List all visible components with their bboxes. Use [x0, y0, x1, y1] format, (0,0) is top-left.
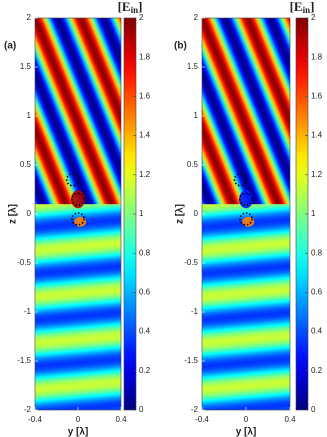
scatterer [65, 172, 80, 187]
x-tick-label: -0.4 [28, 415, 42, 424]
colorbar-label-part: in [131, 5, 139, 15]
colorbar-tick-label: 1 [311, 209, 316, 218]
x-tick-label: 0.4 [284, 415, 296, 424]
y-tick-label: 2 [194, 13, 199, 22]
y-tick-label: 2 [27, 13, 32, 22]
y-axis-label: z [λ] [8, 204, 19, 224]
x-tick-label: 0.4 [115, 415, 127, 424]
y-tick-label: -2 [24, 405, 32, 414]
field-map [202, 18, 290, 410]
panel-label: (a) [4, 41, 16, 52]
colorbar-tick-label: 1 [139, 209, 144, 218]
y-tick-label: 0.5 [187, 160, 199, 169]
y-tick-label: -1 [24, 307, 32, 316]
scatterer [239, 192, 253, 207]
y-tick-label: -0.5 [184, 258, 198, 267]
x-tick-label: 0 [76, 415, 81, 424]
colorbar-tick-label: 0.8 [139, 248, 151, 257]
colorbar-tick-label: 1.6 [311, 92, 323, 101]
y-tick-label: 1 [27, 111, 32, 120]
field-upper [202, 18, 290, 205]
field-map [35, 18, 121, 410]
colorbar-tick-label: 0 [139, 405, 144, 414]
colorbar-tick-label: 2 [139, 13, 144, 22]
colorbar-tick-label: 1.8 [139, 52, 151, 61]
field-lower [202, 204, 290, 410]
x-axis-label: y [λ] [68, 427, 89, 437]
colorbar-label-part: [E [118, 0, 131, 14]
y-tick-label: -1.5 [17, 356, 31, 365]
panel-label: (b) [174, 41, 187, 52]
colorbar-label: [Ein] [290, 0, 315, 15]
y-tick-label: 0 [27, 209, 32, 218]
colorbar-tick-label: 0.2 [311, 366, 323, 375]
field-lower [35, 204, 121, 410]
colorbar-label-part: in [303, 5, 311, 15]
scatterer [71, 192, 85, 207]
y-tick-label: -1 [191, 307, 199, 316]
scatterer [71, 212, 85, 226]
scatterer-field [74, 216, 87, 227]
y-axis-label: z [λ] [175, 204, 186, 224]
y-tick-label: -0.5 [17, 258, 31, 267]
colorbar-tick-label: 1.2 [139, 170, 151, 179]
y-tick-label: 1.5 [20, 62, 32, 71]
colorbar-tick-label: 0.2 [139, 366, 151, 375]
colorbar-tick-label: 0.6 [139, 288, 151, 297]
colorbar-tick-label: 0.8 [311, 248, 323, 257]
scatterer [239, 212, 253, 226]
y-tick-label: -1.5 [184, 356, 198, 365]
colorbar-tick-label: 1.4 [139, 131, 151, 140]
y-tick-label: 1.5 [187, 62, 199, 71]
colorbar-label: [Ein] [118, 0, 143, 15]
colorbar-label-part: ] [138, 0, 142, 14]
colorbar-tick-label: 1.6 [139, 92, 151, 101]
colorbar-tick-label: 1.4 [311, 131, 323, 140]
y-tick-label: 1 [194, 111, 199, 120]
colorbar-tick-label: 2 [311, 13, 316, 22]
y-tick-label: -2 [191, 405, 199, 414]
colorbar-tick-label: 0 [311, 405, 316, 414]
x-tick-label: 0 [244, 415, 249, 424]
y-tick-label: 0 [194, 209, 199, 218]
colorbar-label-part: ] [310, 0, 314, 14]
colorbar-tick-label: 1.8 [311, 52, 323, 61]
colorbar-label-part: [E [290, 0, 303, 14]
colorbar-tick-label: 0.4 [311, 327, 323, 336]
scatterer [233, 172, 248, 187]
field-upper [35, 18, 121, 205]
scatterer-field [239, 190, 253, 209]
colorbar-tick-label: 1.2 [311, 170, 323, 179]
scatterer-field [71, 190, 85, 209]
y-tick-label: 0.5 [20, 160, 32, 169]
x-axis-label: y [λ] [236, 427, 257, 437]
colorbar-tick-label: 0.4 [139, 327, 151, 336]
x-tick-label: -0.4 [195, 415, 209, 424]
colorbar-tick-label: 0.6 [311, 288, 323, 297]
